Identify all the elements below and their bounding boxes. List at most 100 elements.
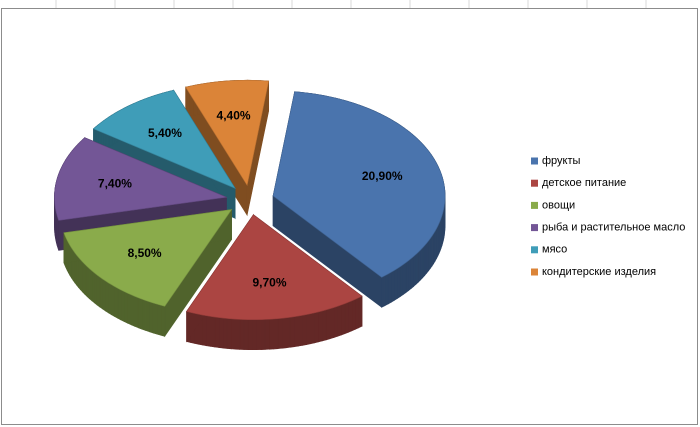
slice-side [355, 297, 360, 330]
slice-side [260, 319, 266, 350]
slice-side [337, 304, 342, 337]
slice-side [243, 319, 249, 350]
slice-side [397, 266, 401, 300]
slice-side [318, 310, 323, 343]
slice-side [127, 292, 132, 326]
slice-side [418, 249, 421, 283]
slice-side [314, 311, 319, 344]
slice-side [340, 303, 346, 336]
slice-side [149, 301, 154, 334]
slice-side [264, 318, 270, 350]
legend-label: рыба и растительное масло [542, 222, 685, 234]
slice [272, 91, 446, 308]
slice-side [226, 318, 232, 350]
slice-side [408, 257, 412, 292]
legend-swatch [531, 246, 538, 254]
slice-side [310, 312, 315, 345]
slice-side [306, 313, 311, 345]
slice-side [325, 308, 331, 341]
slice [63, 208, 233, 338]
slice-side [344, 301, 349, 335]
slice-top [272, 91, 446, 278]
slice-top [54, 137, 228, 221]
slice-side [252, 319, 257, 351]
slice-side [152, 302, 158, 335]
slice-side [89, 267, 93, 302]
slice-side [399, 264, 404, 298]
slice-side [410, 255, 414, 290]
slice-side [160, 304, 166, 337]
slice-side [405, 260, 409, 294]
slice-side [99, 276, 103, 310]
slice-side [277, 317, 283, 350]
slice-side [247, 319, 253, 351]
slice-side [222, 317, 228, 349]
slice-side [102, 278, 106, 312]
legend-label: овощи [542, 199, 575, 211]
sheet-grid [55, 0, 647, 8]
slice-side [351, 298, 356, 332]
slice-side [298, 314, 303, 347]
slice-side [80, 258, 83, 293]
slice-side [256, 319, 262, 351]
slice-side [141, 298, 146, 331]
slice-side [94, 272, 98, 306]
slice-side [302, 314, 307, 346]
slice-side [322, 309, 327, 342]
slice-side [289, 316, 295, 348]
legend-swatch [531, 179, 538, 187]
slice-side [235, 318, 241, 350]
slice-side [387, 271, 392, 305]
slice-side [402, 262, 407, 296]
slice-side [206, 315, 211, 347]
slice-side [145, 300, 150, 333]
legend-swatch [531, 201, 538, 209]
slice-side [210, 316, 216, 348]
slice-side [202, 314, 207, 347]
slice-top [186, 214, 363, 321]
data-label: 20,90% [362, 169, 403, 183]
slice-side [114, 285, 119, 319]
slice-side [333, 305, 338, 338]
legend-label: детское питание [542, 177, 626, 189]
legend-label: мясо [542, 244, 567, 256]
slice-side [348, 300, 353, 333]
slice [186, 213, 363, 351]
slice-side [329, 307, 335, 340]
legend-swatch [531, 157, 538, 165]
slice-side [381, 275, 386, 308]
slice-side [78, 256, 81, 291]
slice-side [86, 265, 90, 300]
slice-side [96, 274, 101, 308]
legend-swatch [531, 268, 538, 276]
data-label: 4,40% [217, 109, 251, 123]
slice-side [394, 267, 398, 301]
slice-side [358, 295, 363, 329]
slice-side [384, 273, 389, 307]
legend-label: кондитерские изделия [542, 266, 656, 278]
legend-swatch [531, 224, 538, 232]
slice-side [413, 253, 417, 288]
slice-side [294, 315, 299, 348]
slice-side [231, 318, 236, 350]
slice-side [82, 261, 86, 295]
slice-top [63, 209, 233, 307]
slice-side [422, 244, 426, 279]
slice-side [285, 316, 291, 349]
slice-side [120, 289, 125, 323]
slice-side [239, 319, 245, 350]
slice-side [273, 318, 279, 350]
data-label: 5,40% [148, 126, 182, 140]
slice-side [91, 270, 95, 304]
slice-side [269, 318, 274, 350]
slice-side [156, 303, 162, 336]
slice-side [130, 294, 135, 327]
slice-side [105, 280, 109, 314]
slice-top [92, 89, 236, 189]
data-label: 7,40% [98, 176, 132, 190]
slice-side [108, 282, 112, 316]
slice-side [123, 291, 128, 324]
slice-side [137, 297, 143, 330]
slice-side [420, 246, 424, 281]
